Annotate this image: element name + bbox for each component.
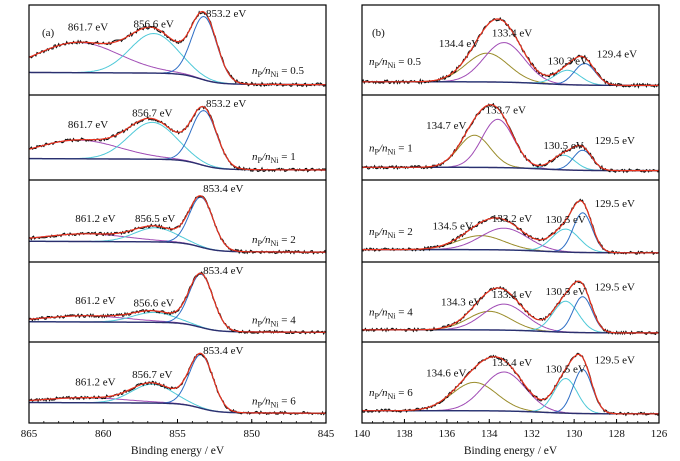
peak-label: 853.4 eV [203,183,243,195]
subplot-4: 134.3 eV 133.4 eV 130.5 eV 129.5 eV nP/nNi =… [361,280,660,336]
peak-label: 134.6 eV [426,367,466,379]
ratio-label: nP/nNi = 2 [369,226,413,240]
peak-label: 129.5 eV [595,282,635,294]
x-tick-label: 132 [523,428,540,440]
peak-label: 861.7 eV [68,21,108,33]
ratio-label: nP/nNi = 0.5 [369,56,421,70]
fit-envelope [28,272,326,333]
peak-label: 134.7 eV [426,120,466,132]
peak-label: 134.5 eV [432,221,472,233]
peak-label: 861.2 eV [75,213,115,225]
ratio-label: nP/nNi = 4 [369,307,413,321]
fit-envelope [362,104,659,172]
subplot-2: 134.7 eV 133.7 eV 130.5 eV 129.5 eV nP/nNi =… [361,102,660,174]
peak-label: 853.2 eV [206,8,246,20]
x-tick-label: 134 [481,428,498,440]
peak-label: 861.2 eV [75,377,115,389]
panel-label: (b) [372,27,385,39]
ratio-label: nP/nNi = 1 [369,143,413,157]
ratio-label: nP/nNi = 6 [369,387,413,401]
panel-b: 134.4 eV 133.4 eV 130.3 eV 129.4 eV nP/nNi =… [354,4,668,457]
x-axis: 140 138 136 134 132 130 128 126 [354,419,668,440]
peak-label: 130.5 eV [546,286,586,298]
x-tick-label: 128 [608,428,625,440]
peak-label: 130.5 eV [543,140,583,152]
ratio-label: nP/nNi = 2 [252,234,296,248]
x-axis-label: Binding energy / eV [131,445,225,457]
peak-label: 129.5 eV [595,135,635,147]
component-peak-3 [362,69,659,86]
peak-label: 129.5 eV [595,198,635,210]
x-tick-label: 845 [318,428,335,440]
fit-envelope [362,280,659,334]
fit-envelope [28,352,326,414]
x-axis-label: Binding energy / eV [464,445,558,457]
subplot-5: 861.2 eV 856.7 eV 853.4 eV nP/nNi = 6 [28,345,327,416]
peak-label: 133.2 eV [492,213,532,225]
peak-label: 133.4 eV [492,289,532,301]
fit-envelope [28,105,326,171]
ratio-label: nP/nNi = 0.5 [252,65,304,79]
peak-label: 130.3 eV [548,55,588,67]
peak-label: 129.4 eV [597,49,637,61]
x-tick-label: 855 [169,428,186,440]
peak-label: 856.7 eV [132,107,172,119]
component-peak-1 [28,41,326,86]
x-tick-label: 130 [566,428,583,440]
ratio-label: nP/nNi = 4 [252,315,296,329]
x-tick-label: 860 [95,428,112,440]
peak-label: 133.4 eV [492,28,532,40]
subplot-4: 861.2 eV 856.6 eV 853.4 eV nP/nNi = 4 [28,265,327,336]
peak-label: 130.5 eV [546,364,586,376]
peak-label: 853.4 eV [203,345,243,357]
peak-label: 861.7 eV [68,119,108,131]
peak-label: 853.4 eV [203,265,243,277]
subplot-2: 861.7 eV 856.7 eV 853.2 eV nP/nNi = 1 [28,98,327,173]
x-tick-label: 865 [21,428,38,440]
peak-label: 133.7 eV [486,104,526,116]
fit-envelope [28,195,326,253]
peak-label: 130.5 eV [546,214,586,226]
peak-label: 134.3 eV [441,296,481,308]
peak-label: 134.4 eV [439,38,479,50]
fit-envelope [362,200,659,254]
peak-label: 856.5 eV [135,213,175,225]
x-tick-label: 140 [354,428,371,440]
x-axis: 865 860 855 850 845 [21,419,335,440]
x-tick-label: 850 [244,428,261,440]
peak-label: 133.4 eV [492,357,532,369]
peak-label: 129.5 eV [595,355,635,367]
subplot-5: 134.6 eV 133.4 eV 130.5 eV 129.5 eV nP/nNi =… [361,352,660,417]
panel-label: (a) [42,27,55,39]
x-tick-label: 126 [651,428,668,440]
peak-label: 856.7 eV [132,369,172,381]
x-tick-label: 136 [439,428,456,440]
fit-envelope [362,18,659,86]
subplot-3: 134.5 eV 133.2 eV 130.5 eV 129.5 eV nP/nNi =… [361,198,660,256]
ratio-label: nP/nNi = 1 [252,151,296,165]
x-tick-label: 138 [396,428,413,440]
subplot-1: 861.7 eV 856.6 eV 853.2 eV nP/nNi = 0.5 [28,8,327,88]
fit-envelope [28,10,326,86]
subplot-3: 861.2 eV 856.5 eV 853.4 eV nP/nNi = 2 [28,183,327,255]
peak-label: 861.2 eV [75,295,115,307]
fit-envelope [362,353,659,415]
peak-label: 853.2 eV [206,98,246,110]
peak-label: 856.6 eV [134,19,174,31]
peak-label: 856.6 eV [134,297,174,309]
ratio-label: nP/nNi = 6 [252,395,296,409]
subplot-1: 134.4 eV 133.4 eV 130.3 eV 129.4 eV nP/nNi =… [361,16,660,89]
